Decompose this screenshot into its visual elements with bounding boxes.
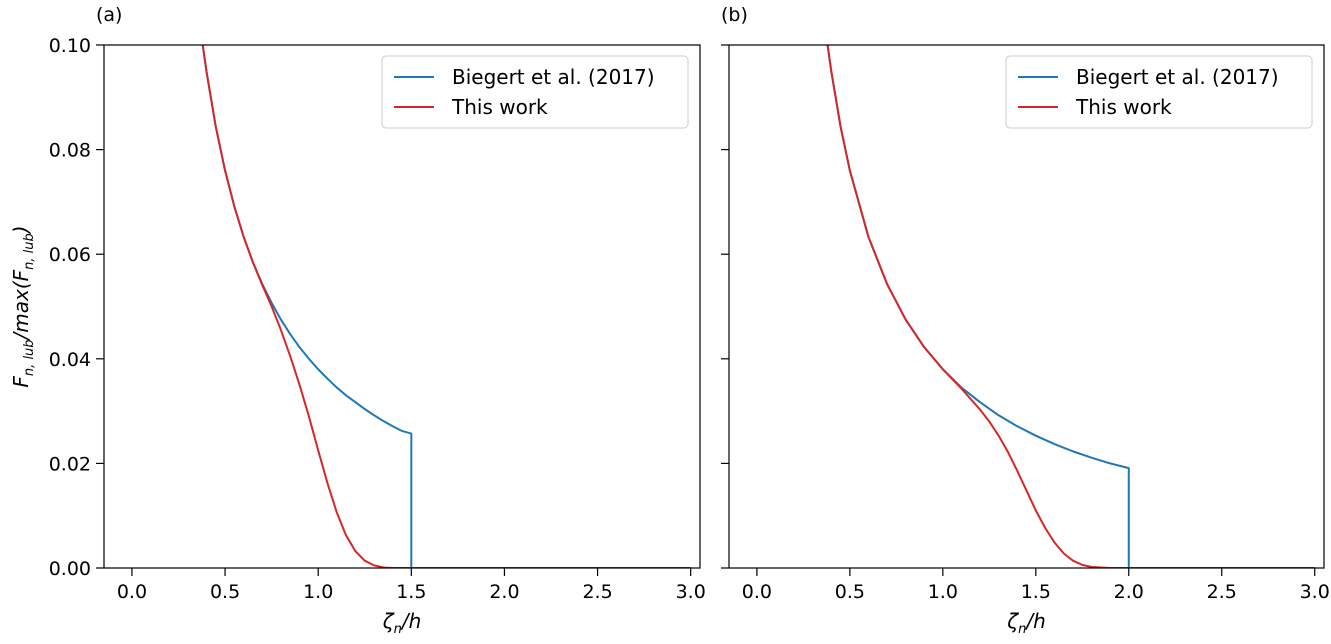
- x-tick-label: 2.0: [1114, 581, 1144, 603]
- panel-label: (a): [96, 4, 122, 26]
- plot-frame: [103, 44, 701, 569]
- y-axis-title: Fn, lub/max(Fn, lub): [9, 225, 37, 387]
- x-tick-label: 1.0: [303, 581, 333, 603]
- y-tick-label: 0.04: [49, 349, 91, 371]
- x-tick-label: 1.5: [1021, 581, 1051, 603]
- y-tick-label: 0.08: [49, 140, 91, 162]
- x-axis-title: ζn/h: [1006, 609, 1046, 637]
- y-tick-label: 0.06: [49, 244, 91, 266]
- legend-label: Biegert et al. (2017): [1076, 65, 1279, 89]
- x-tick-label: 0.0: [117, 581, 147, 603]
- x-tick-label: 2.5: [1207, 581, 1237, 603]
- x-tick-label: 1.5: [396, 581, 426, 603]
- legend-label: This work: [451, 95, 548, 119]
- x-tick-label: 1.0: [928, 581, 958, 603]
- chart-panel-a: 0.0 0.5 1.0 1.5 2.0 2.5 3.0 0.00 0.02 0.04 0.06 0.0…: [9, 4, 706, 637]
- series-line-this-work: [826, 45, 1315, 568]
- legend: Biegert et al. (2017) This work: [1005, 55, 1313, 129]
- x-tick-label: 2.5: [582, 581, 612, 603]
- plot-frame: [728, 44, 1325, 569]
- legend-box: [1005, 55, 1313, 129]
- chart-panel-b: 0.0 0.5 1.0 1.5 2.0 2.5 3.0 (b) ζn/h Biegert et a…: [721, 4, 1330, 637]
- legend-label: Biegert et al. (2017): [452, 65, 655, 89]
- legend-box: [381, 55, 689, 129]
- y-tick-label: 0.00: [49, 558, 91, 580]
- x-tick-label: 0.5: [835, 581, 865, 603]
- panel-label: (b): [721, 4, 748, 26]
- legend-label: This work: [1075, 95, 1172, 119]
- y-tick-label: 0.10: [49, 35, 91, 57]
- legend: Biegert et al. (2017) This work: [381, 55, 689, 129]
- x-tick-label: 3.0: [676, 581, 706, 603]
- x-tick-label: 3.0: [1300, 581, 1330, 603]
- y-tick-label: 0.02: [49, 453, 91, 475]
- x-axis-title: ζn/h: [382, 609, 422, 637]
- x-tick-label: 0.5: [210, 581, 240, 603]
- x-tick-label: 0.0: [742, 581, 772, 603]
- x-tick-label: 2.0: [489, 581, 519, 603]
